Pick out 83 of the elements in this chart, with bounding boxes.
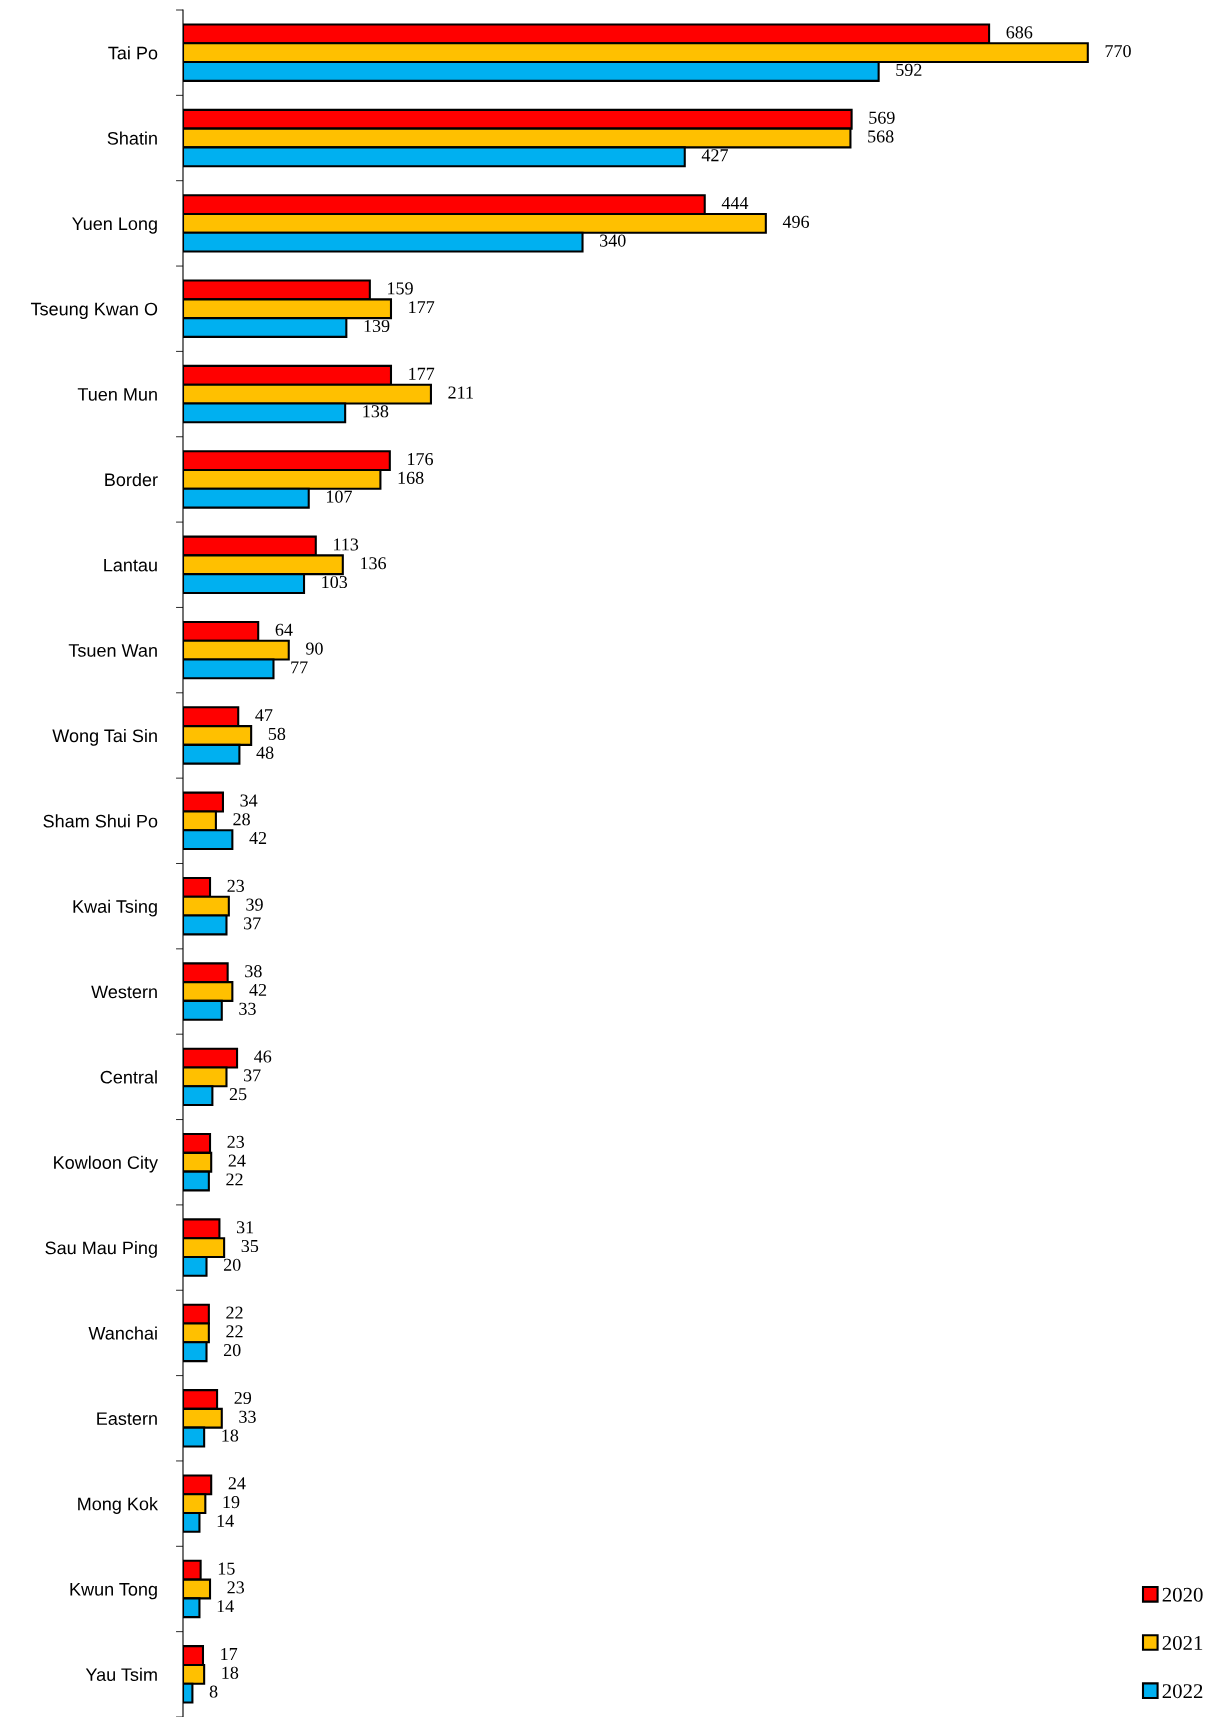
data-label: 28 <box>233 813 250 826</box>
data-label: 46 <box>254 1050 272 1063</box>
data-label: 22 <box>226 1325 243 1338</box>
data-label: 103 <box>322 575 348 589</box>
data-label: 14 <box>217 1514 234 1527</box>
data-label: 35 <box>241 1239 259 1253</box>
y-tick-label: Kowloon City <box>54 1155 158 1173</box>
y-tick-label: Tseung Kwan O <box>30 302 158 320</box>
data-label: 23 <box>227 879 245 892</box>
y-tick-label: Kwun Tong <box>70 1583 157 1600</box>
data-label: 90 <box>306 642 323 655</box>
y-tick-label: Yuen Long <box>72 217 157 234</box>
legend-label: 2020 <box>1162 1587 1203 1602</box>
data-label: 17 <box>221 1647 238 1660</box>
data-label: 29 <box>234 1391 252 1405</box>
data-label: 77 <box>291 661 308 674</box>
y-tick-label: Sau Mau Ping <box>45 1241 157 1258</box>
y-tick-label: Sham Shui Po <box>43 814 158 828</box>
data-label: 138 <box>363 405 389 418</box>
y-tick-label: Wong Tai Sin <box>52 728 157 746</box>
data-label: 39 <box>246 898 263 911</box>
data-label: 15 <box>218 1562 235 1575</box>
data-label: 33 <box>239 1410 256 1423</box>
data-label: 20 <box>223 1258 241 1271</box>
data-label: 139 <box>364 319 390 333</box>
data-label: 211 <box>448 386 473 399</box>
data-label: 8 <box>209 1685 218 1698</box>
data-label: 159 <box>388 282 413 295</box>
data-label: 38 <box>245 965 262 978</box>
data-label: 107 <box>326 490 352 503</box>
data-label: 24 <box>228 1154 246 1167</box>
data-label: 34 <box>240 794 258 807</box>
data-label: 568 <box>868 130 894 143</box>
data-label: 42 <box>249 831 267 844</box>
y-tick-label: Tsuen Wan <box>68 644 157 657</box>
data-label: 20 <box>223 1344 241 1357</box>
data-label: 23 <box>227 1135 245 1148</box>
data-label: 770 <box>1105 45 1131 58</box>
data-label: 136 <box>361 557 387 570</box>
y-tick-label: Yau Tsim <box>85 1667 157 1682</box>
y-tick-label: Lantau <box>104 558 157 572</box>
data-label: 340 <box>600 234 626 247</box>
data-label: 22 <box>226 1306 243 1319</box>
data-label: 177 <box>409 301 435 314</box>
data-label: 427 <box>701 149 728 162</box>
data-label: 37 <box>244 1069 261 1082</box>
data-label: 168 <box>398 471 424 484</box>
data-label: 25 <box>229 1088 247 1101</box>
y-tick-label: Border <box>105 472 158 487</box>
data-label: 37 <box>244 917 261 930</box>
data-label: 592 <box>896 63 922 76</box>
data-label: 113 <box>334 538 359 551</box>
data-label: 64 <box>275 623 293 636</box>
data-label: 33 <box>239 1002 256 1015</box>
data-label: 569 <box>869 111 895 124</box>
data-label: 177 <box>409 367 435 380</box>
data-label: 42 <box>249 983 267 996</box>
y-tick-label: Shatin <box>107 131 157 145</box>
y-tick-label: Wanchai <box>88 1326 157 1340</box>
y-tick-label: Tai Po <box>108 46 158 60</box>
data-label: 18 <box>222 1666 239 1679</box>
data-label: 31 <box>236 1221 254 1234</box>
y-tick-label: Mong Kok <box>78 1497 159 1514</box>
y-tick-label: Tuen Mun <box>77 388 157 401</box>
data-label: 18 <box>222 1429 239 1442</box>
data-label: 176 <box>408 453 434 466</box>
data-label: 24 <box>228 1477 246 1490</box>
data-label: 496 <box>782 215 810 228</box>
data-label: 14 <box>217 1600 234 1613</box>
y-tick-label: Western <box>91 985 157 999</box>
data-label: 686 <box>1006 26 1033 39</box>
data-label: 444 <box>721 197 749 209</box>
data-label: 19 <box>223 1496 240 1509</box>
data-label: 48 <box>256 746 274 759</box>
data-label: 22 <box>226 1173 243 1186</box>
y-tick-label: Central <box>100 1070 157 1084</box>
data-label: 58 <box>268 727 286 740</box>
legend-label: 2022 <box>1162 1684 1203 1699</box>
y-tick-label: Eastern <box>97 1412 157 1425</box>
data-label: 23 <box>227 1581 245 1594</box>
y-tick-label: Kwai Tsing <box>73 899 157 917</box>
legend-label: 2021 <box>1162 1635 1203 1650</box>
data-label: 47 <box>255 709 273 722</box>
